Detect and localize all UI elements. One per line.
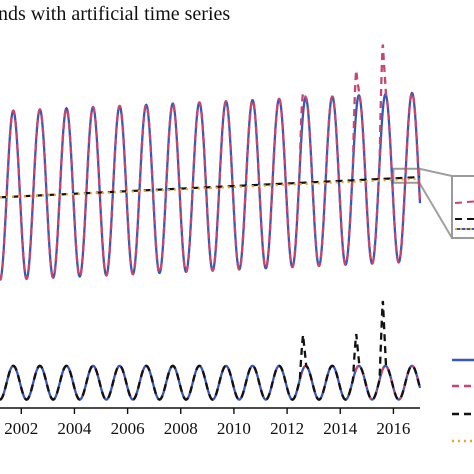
- chart-title: nds with artificial time series: [0, 3, 230, 25]
- top-series-line-2: [0, 44, 422, 281]
- x-tick-label-2006: 2006: [111, 419, 145, 438]
- x-tick-label-2012: 2012: [270, 419, 304, 438]
- legend: [452, 358, 474, 443]
- top-series-line-4: [0, 177, 421, 199]
- x-tick-label-2014: 2014: [323, 419, 358, 438]
- x-tick-label-2008: 2008: [164, 419, 198, 438]
- bottom-series-line-3: [0, 300, 422, 401]
- x-tick-label-2002: 2002: [4, 419, 38, 438]
- x-tick-label-2016: 2016: [376, 419, 410, 438]
- x-tick-label-2010: 2010: [217, 419, 251, 438]
- zoom-guide-line-upper: [419, 167, 453, 177]
- bottom-panel: 2002 2004 2006 2008 2010 2012 2014 2016: [0, 300, 422, 438]
- inset-line-1: [454, 200, 474, 204]
- top-panel: [0, 44, 474, 281]
- zoom-guide-line-lower: [418, 182, 453, 239]
- inset-box: [451, 175, 474, 239]
- x-tick-label-2004: 2004: [57, 419, 92, 438]
